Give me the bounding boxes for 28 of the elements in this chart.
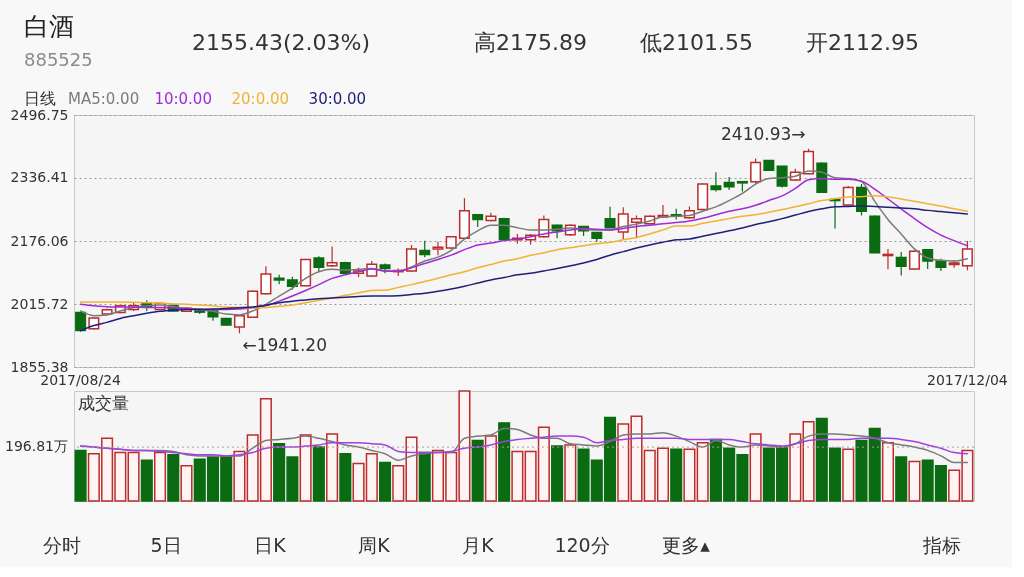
text: 周K [358,534,391,556]
text: 分时 [43,534,81,556]
text: 白酒 [24,12,74,41]
text: 月K [462,534,495,556]
text: 开2112.95 [806,30,919,55]
y-tick-label: 2176.06 [10,232,69,249]
text: 2155.43(2.03%) [192,30,371,55]
text: 指标 [922,534,961,556]
annotation: ←1941.20 [242,335,327,356]
text: 更多▴ [662,534,711,556]
ref-line-label: 196.81万 [5,438,68,455]
text: 20:0.00 [231,90,290,108]
text: 120分 [554,534,610,556]
text: MA5:0.00 [68,90,140,108]
y-tick-label: 2336.41 [10,169,69,186]
text: 日K [254,534,287,556]
y-tick-label: 2496.75 [10,106,69,123]
text: 高2175.89 [474,30,587,55]
text: 5日 [150,534,182,556]
text: 低2101.55 [640,30,753,55]
annotation: 2410.93→ [721,123,806,144]
text: 885525 [24,49,93,70]
legend-title: 日线 [24,89,56,108]
y-tick-label: 2015.72 [10,295,69,312]
x-tick-label: 2017/12/04 [927,371,1008,388]
chart-title: 成交量 [78,393,129,413]
text: 10:0.00 [154,90,212,108]
text: 30:0.00 [308,90,367,108]
